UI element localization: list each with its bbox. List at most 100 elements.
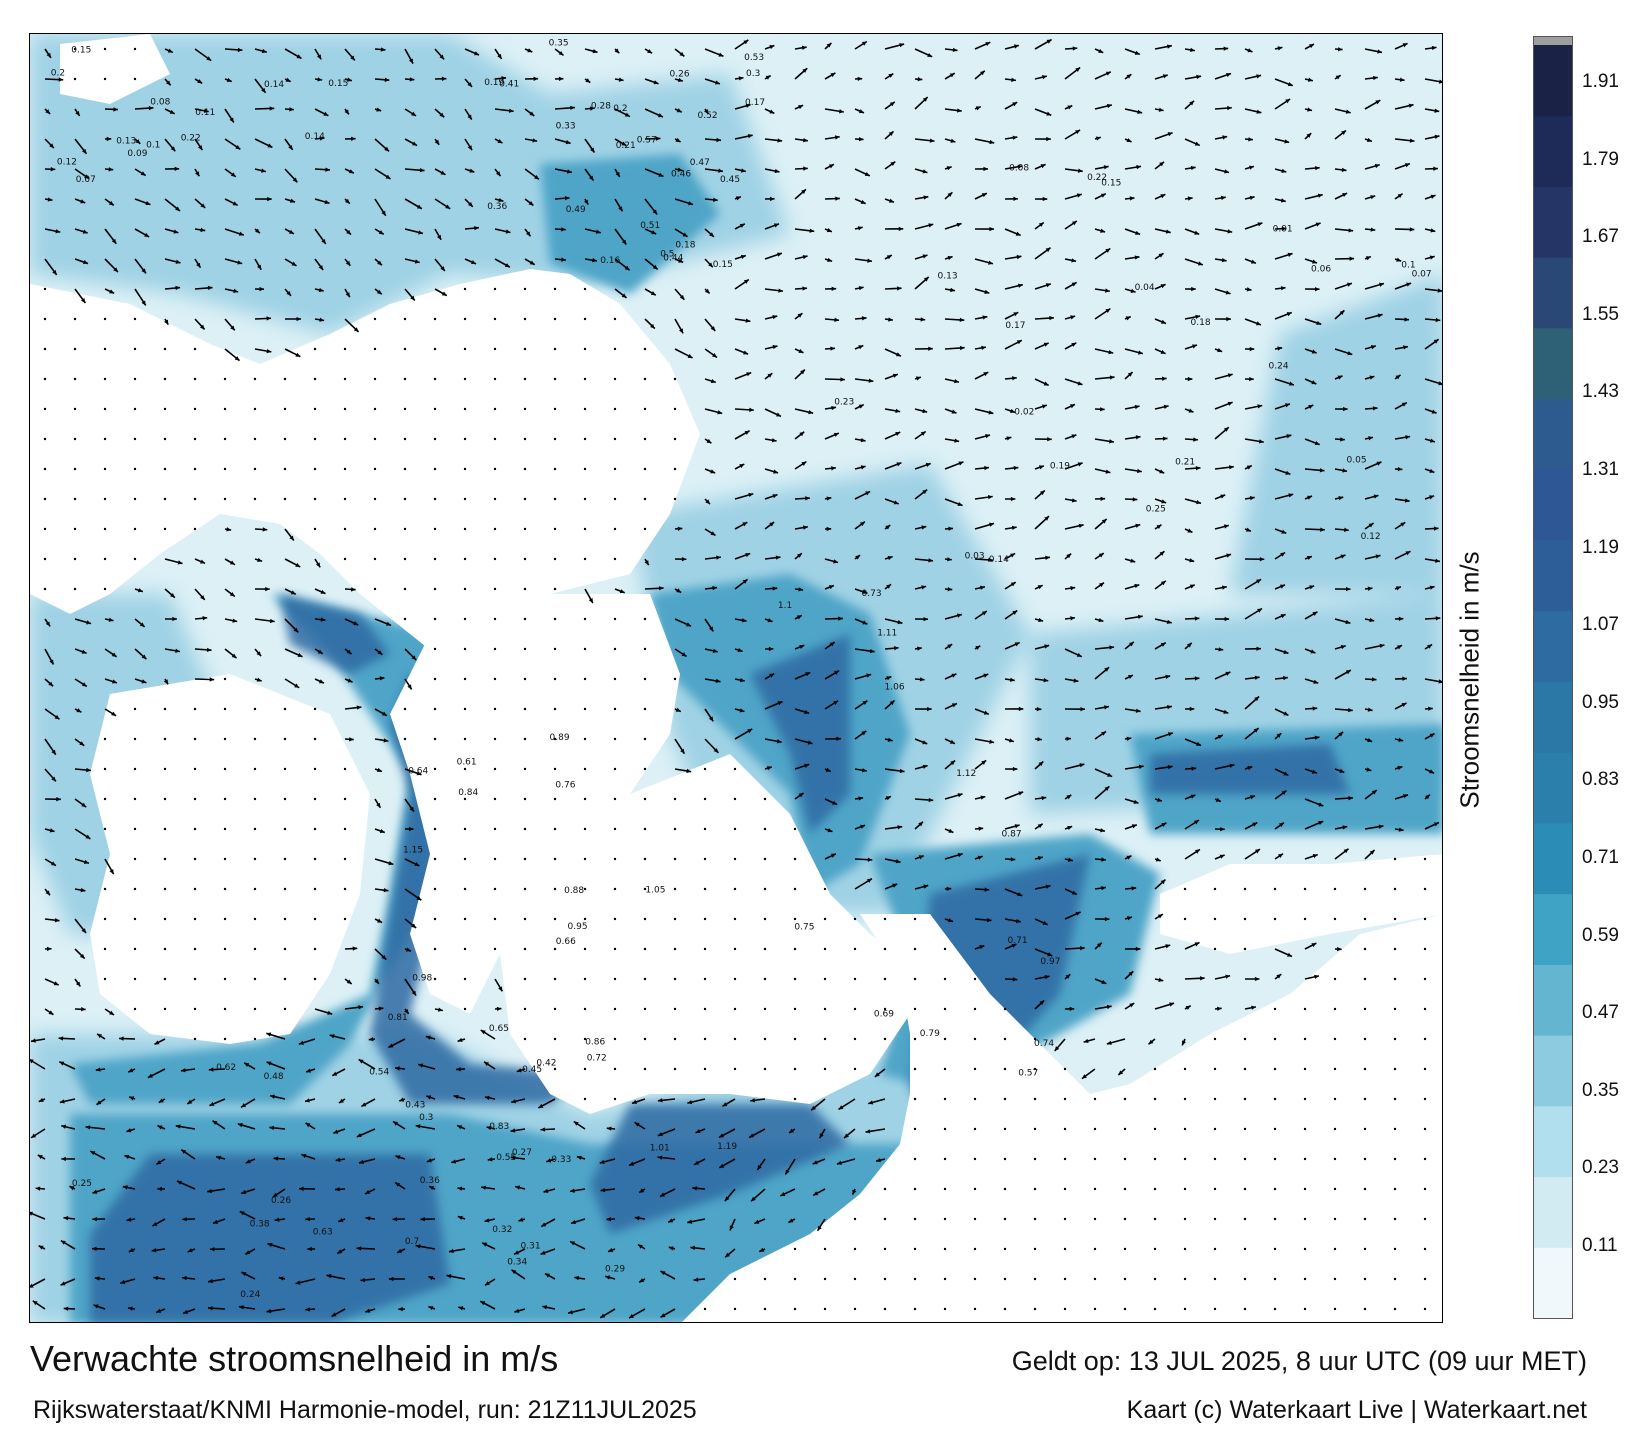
- grid-dot: [613, 347, 617, 351]
- current-arrow-head: [84, 174, 90, 179]
- current-arrow-head: [180, 1068, 186, 1073]
- current-arrow-head: [448, 1248, 454, 1254]
- speed-value-label: 0.1: [146, 140, 160, 150]
- current-arrow-head: [1194, 616, 1200, 621]
- map-frame[interactable]: 0.22 0.14 0.15 0.08 0.07 0.13 0.1 0.12 0.11 0.14 0…: [29, 33, 1443, 1323]
- current-arrow-head: [828, 164, 834, 169]
- grid-dot: [1183, 1157, 1187, 1161]
- current-arrow-head: [1401, 703, 1407, 708]
- grid-dot: [433, 437, 437, 441]
- current-arrow-head: [1109, 439, 1114, 444]
- current-arrow-head: [1225, 974, 1231, 979]
- current-arrow-head: [712, 353, 717, 358]
- current-arrow-head: [957, 852, 963, 858]
- current-arrow-head: [1185, 1005, 1191, 1010]
- current-arrow-head: [595, 229, 601, 234]
- current-arrow-head: [441, 76, 447, 81]
- grid-dot: [133, 797, 137, 801]
- current-arrow-head: [229, 560, 235, 565]
- current-arrow-head: [678, 328, 684, 334]
- current-arrow-head: [420, 1217, 425, 1222]
- current-arrow-head: [542, 1305, 548, 1310]
- current-arrow-head: [379, 676, 385, 681]
- current-arrow-head: [657, 1132, 663, 1137]
- grid-dot: [223, 497, 227, 501]
- current-arrow-head: [774, 168, 780, 174]
- current-arrow-head: [274, 1217, 280, 1222]
- grid-dot: [433, 677, 437, 681]
- current-speed-map[interactable]: 0.22 0.140.150.080.070.13 0.10.120.110.140…: [30, 34, 1443, 1323]
- grid-dot: [433, 557, 437, 561]
- current-arrow-head: [1289, 381, 1294, 386]
- current-arrow-head: [1311, 349, 1317, 354]
- grid-dot: [163, 407, 167, 411]
- colorbar-tick-label: 0.11: [1582, 1235, 1618, 1256]
- land-west-peninsula: [30, 269, 700, 674]
- grid-dot: [283, 377, 287, 381]
- current-arrow-head: [860, 824, 866, 829]
- current-arrow-head: [353, 327, 359, 332]
- current-arrow-head: [1429, 468, 1435, 473]
- grid-dot: [1333, 1187, 1337, 1191]
- grid-dot: [1423, 1097, 1427, 1101]
- current-arrow-head: [1083, 1038, 1089, 1044]
- current-arrow-head: [320, 617, 326, 622]
- grid-dot: [943, 1067, 947, 1071]
- grid-dot: [763, 797, 767, 801]
- speed-value-label: 0.24: [1269, 361, 1289, 371]
- grid-dot: [223, 377, 227, 381]
- grid-dot: [823, 917, 827, 921]
- current-arrow-head: [959, 345, 965, 351]
- current-arrow-head: [1245, 527, 1251, 532]
- current-arrow-head: [826, 42, 832, 48]
- current-arrow-head: [299, 1186, 304, 1191]
- current-arrow-head: [1105, 71, 1111, 76]
- grid-dot: [1093, 1187, 1097, 1191]
- grid-dot: [553, 767, 557, 771]
- current-arrow-head: [1257, 404, 1263, 409]
- grid-dot: [823, 1277, 827, 1281]
- colorbar-band: [1534, 752, 1572, 824]
- grid-dot: [583, 1037, 587, 1041]
- current-arrow-head: [1109, 375, 1115, 380]
- current-arrow-head: [772, 586, 778, 591]
- current-arrow-head: [1046, 111, 1052, 116]
- grid-dot: [343, 557, 347, 561]
- current-arrow-head: [487, 1157, 493, 1162]
- grid-dot: [823, 947, 827, 951]
- current-arrow-head: [1106, 1040, 1112, 1045]
- current-arrow-head: [959, 317, 965, 323]
- grid-dot: [1243, 1217, 1247, 1221]
- current-arrow-head: [831, 286, 837, 292]
- current-arrow-head: [1103, 165, 1109, 170]
- speed-value-label: 0.01: [1273, 225, 1293, 235]
- grid-dot: [433, 887, 437, 891]
- grid-dot: [1093, 1097, 1097, 1101]
- current-arrow-head: [1348, 228, 1354, 233]
- current-arrow-head: [1138, 764, 1144, 769]
- current-arrow-head: [76, 708, 82, 713]
- speed-value-label: 0.04: [1135, 283, 1155, 293]
- grid-dot: [583, 557, 587, 561]
- grid-dot: [133, 407, 137, 411]
- current-arrow-head: [885, 796, 891, 801]
- grid-dot: [433, 587, 437, 591]
- grid-dot: [1423, 857, 1427, 861]
- current-arrow-head: [245, 1159, 251, 1164]
- current-arrow-head: [203, 108, 209, 113]
- current-arrow-head: [860, 465, 866, 470]
- grid-dot: [673, 887, 677, 891]
- colorbar-band: [1534, 257, 1572, 329]
- current-arrow-head: [772, 344, 778, 350]
- grid-dot: [553, 737, 557, 741]
- grid-dot: [463, 437, 467, 441]
- current-arrow-head: [1378, 824, 1384, 829]
- grid-dot: [853, 1037, 857, 1041]
- grid-dot: [853, 1247, 857, 1251]
- map-subtitle: Rijkswaterstaat/KNMI Harmonie-model, run…: [33, 1396, 697, 1424]
- grid-dot: [1423, 1157, 1427, 1161]
- grid-dot: [943, 1007, 947, 1011]
- grid-dot: [763, 1037, 767, 1041]
- grid-dot: [523, 407, 527, 411]
- current-arrow-head: [45, 109, 51, 114]
